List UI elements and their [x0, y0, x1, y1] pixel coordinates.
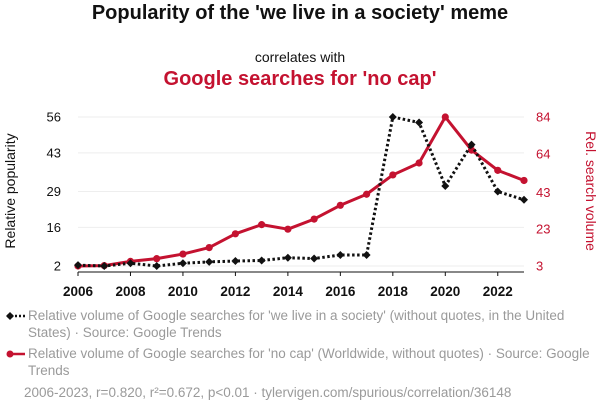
point-no-cap — [179, 250, 187, 258]
y-axis-label-right: Rel. search volume — [583, 131, 599, 251]
x-tick-label: 2010 — [168, 284, 198, 299]
point-we-live-in-a-society — [74, 261, 82, 270]
point-we-live-in-a-society — [231, 257, 240, 266]
point-we-live-in-a-society — [257, 256, 266, 265]
point-no-cap — [310, 215, 318, 223]
x-tick-label: 2006 — [63, 284, 94, 299]
y-tick-left: 56 — [47, 110, 61, 125]
grid-layer — [78, 116, 524, 267]
legend-label-1: Relative volume of Google searches for '… — [28, 308, 565, 340]
y-tick-right: 3 — [536, 259, 543, 274]
x-tick-label: 2014 — [273, 284, 304, 299]
point-no-cap — [494, 166, 502, 174]
y-tick-right: 23 — [536, 222, 550, 237]
point-no-cap — [205, 244, 213, 252]
point-we-live-in-a-society — [362, 250, 371, 259]
legend-label-2: Relative volume of Google searches for '… — [28, 346, 590, 378]
y-tick-right: 64 — [536, 146, 550, 161]
axis-layer: 2 16 29 43 56 3 23 43 64 84 2006 2008 2010 2012 2014 20… — [47, 110, 551, 300]
point-we-live-in-a-society — [152, 262, 161, 270]
point-no-cap — [389, 171, 397, 179]
point-we-live-in-a-society — [441, 181, 450, 190]
legend-item-we-live-in-a-society: Relative volume of Google searches for '… — [6, 307, 596, 341]
footnote: 2006-2023, r=0.820, r²=0.672, p<0.01 · t… — [24, 385, 512, 400]
point-no-cap — [520, 176, 528, 185]
chart-connector: correlates with — [254, 49, 346, 65]
point-we-live-in-a-society — [100, 262, 109, 270]
chart-title: Popularity of the 'we live in a society'… — [91, 2, 509, 24]
legend-swatch-solid-circle — [6, 350, 25, 358]
chart-subtitle: Google searches for 'no cap' — [163, 68, 437, 90]
x-tick-label: 2012 — [220, 284, 250, 299]
x-tick-label: 2020 — [430, 284, 460, 299]
point-no-cap — [258, 221, 266, 229]
point-no-cap — [336, 201, 344, 209]
y-tick-left: 43 — [47, 145, 61, 160]
point-no-cap — [441, 113, 449, 121]
y-tick-left: 29 — [47, 184, 61, 199]
y-tick-left: 16 — [47, 220, 61, 235]
point-we-live-in-a-society — [205, 257, 214, 266]
point-we-live-in-a-society — [415, 118, 424, 127]
point-we-live-in-a-society — [467, 140, 476, 149]
x-tick-label: 2008 — [115, 284, 146, 299]
point-we-live-in-a-society — [520, 195, 528, 204]
y-axis-label-left: Relative popularity — [2, 133, 18, 248]
point-we-live-in-a-society — [126, 259, 135, 268]
point-we-live-in-a-society — [310, 254, 319, 263]
series-line-no-cap — [77, 115, 525, 268]
x-tick-label: 2018 — [378, 284, 409, 299]
legend-item-no-cap: Relative volume of Google searches for '… — [6, 345, 596, 379]
point-no-cap — [284, 225, 292, 233]
point-we-live-in-a-society — [336, 250, 345, 259]
y-tick-right: 43 — [536, 185, 550, 200]
point-no-cap — [231, 230, 240, 238]
point-we-live-in-a-society — [178, 259, 187, 268]
point-we-live-in-a-society — [283, 253, 292, 262]
point-no-cap — [153, 255, 161, 263]
point-no-cap — [362, 190, 371, 198]
point-we-live-in-a-society — [493, 187, 502, 196]
point-we-live-in-a-society — [388, 113, 397, 121]
x-tick-label: 2022 — [483, 284, 513, 299]
y-tick-right: 84 — [536, 110, 550, 125]
y-tick-left: 2 — [54, 259, 61, 274]
point-no-cap — [415, 159, 423, 167]
x-tick-label: 2016 — [325, 284, 356, 299]
legend-swatch-dotted-diamond — [6, 312, 25, 320]
series-layer — [74, 113, 528, 270]
chart-plot: 2 16 29 43 56 3 23 43 64 84 2006 2008 2010 2012 2014 20… — [2, 110, 599, 300]
